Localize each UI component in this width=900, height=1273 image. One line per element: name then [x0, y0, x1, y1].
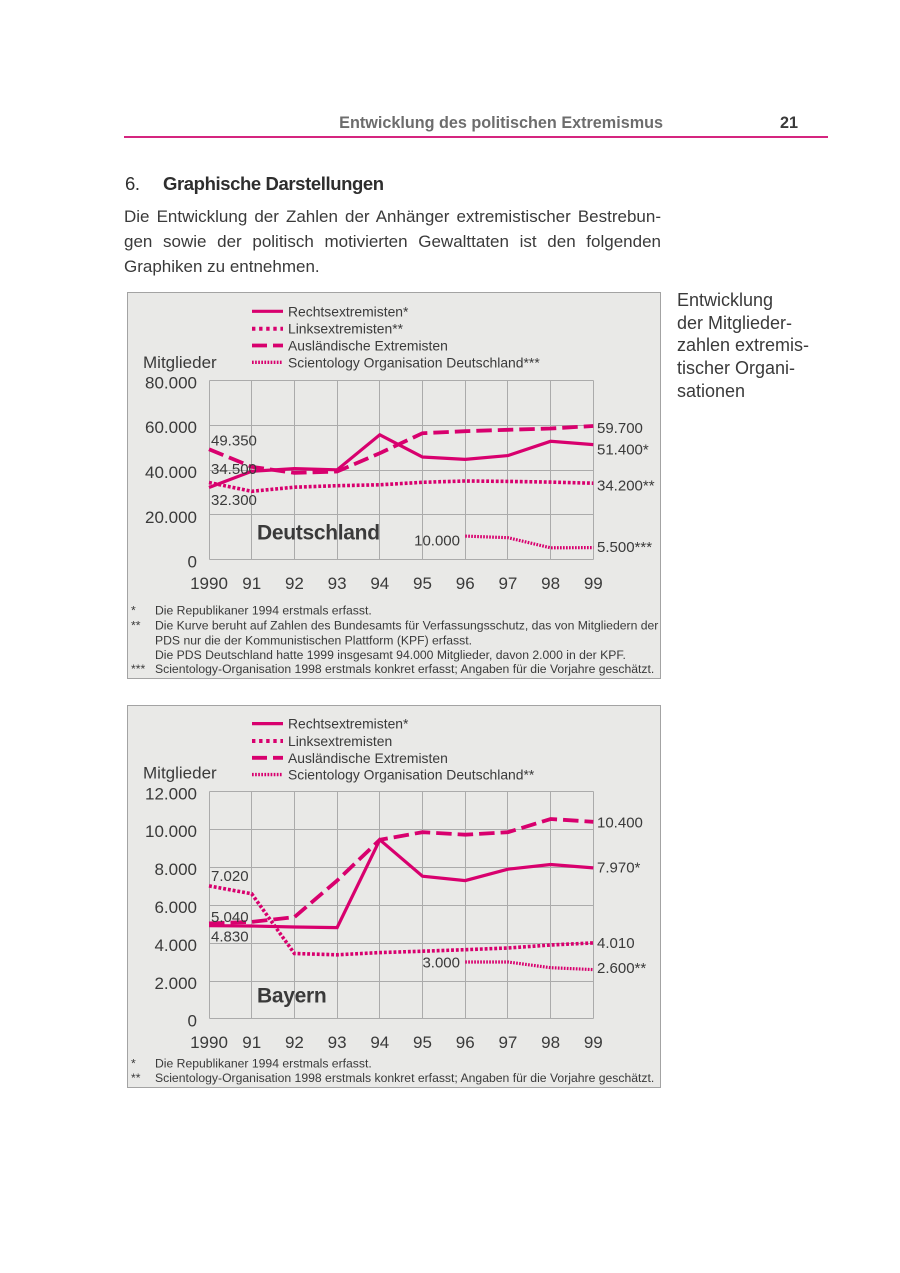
svg-text:0: 0	[188, 553, 197, 572]
svg-text:1990: 1990	[190, 1033, 228, 1052]
svg-text:92: 92	[285, 574, 304, 593]
svg-text:***: ***	[131, 662, 145, 676]
svg-text:95: 95	[413, 574, 432, 593]
svg-text:1990: 1990	[190, 574, 228, 593]
svg-text:2.600**: 2.600**	[597, 960, 646, 977]
svg-text:**: **	[131, 618, 141, 632]
svg-text:Die PDS Deutschland hatte 1999: Die PDS Deutschland hatte 1999 insgesamt…	[155, 648, 626, 662]
svg-text:Mitglieder: Mitglieder	[143, 763, 217, 782]
svg-text:4.000: 4.000	[154, 936, 197, 955]
svg-text:*: *	[131, 604, 136, 618]
svg-text:96: 96	[456, 1033, 475, 1052]
svg-text:3.000: 3.000	[422, 954, 460, 971]
svg-text:40.000: 40.000	[145, 463, 197, 482]
svg-text:20.000: 20.000	[145, 508, 197, 527]
svg-text:95: 95	[413, 1033, 432, 1052]
svg-text:92: 92	[285, 1033, 304, 1052]
svg-text:93: 93	[328, 574, 347, 593]
svg-text:4.830: 4.830	[211, 929, 249, 946]
svg-text:98: 98	[541, 574, 560, 593]
svg-text:8.000: 8.000	[154, 860, 197, 879]
svg-text:10.000: 10.000	[145, 822, 197, 841]
svg-text:Bayern: Bayern	[257, 985, 326, 1008]
svg-text:2.000: 2.000	[154, 974, 197, 993]
svg-text:Die Republikaner 1994 erstmals: Die Republikaner 1994 erstmals erfasst.	[155, 1057, 372, 1071]
svg-text:34.500: 34.500	[211, 461, 257, 478]
svg-text:Scientology-Organisation 1998: Scientology-Organisation 1998 erstmals k…	[155, 662, 654, 676]
svg-text:Rechtsextremisten*: Rechtsextremisten*	[288, 303, 409, 319]
svg-text:Linksextremisten**: Linksextremisten**	[288, 321, 404, 337]
svg-text:*: *	[131, 1057, 136, 1071]
svg-text:91: 91	[242, 1033, 261, 1052]
svg-text:99: 99	[584, 574, 603, 593]
svg-text:51.400*: 51.400*	[597, 442, 649, 459]
svg-text:Die Kurve beruht auf Zahlen de: Die Kurve beruht auf Zahlen des Bundesam…	[155, 618, 658, 632]
svg-text:93: 93	[328, 1033, 347, 1052]
svg-text:Ausländische Extremisten: Ausländische Extremisten	[288, 338, 448, 354]
svg-text:Linksextremisten: Linksextremisten	[288, 733, 392, 749]
svg-text:Mitglieder: Mitglieder	[143, 353, 217, 372]
svg-text:98: 98	[541, 1033, 560, 1052]
svg-text:10.000: 10.000	[414, 533, 460, 550]
svg-text:80.000: 80.000	[145, 373, 197, 392]
svg-text:94: 94	[370, 1033, 389, 1052]
svg-text:60.000: 60.000	[145, 418, 197, 437]
svg-text:32.300: 32.300	[211, 492, 257, 509]
svg-text:Rechtsextremisten*: Rechtsextremisten*	[288, 716, 409, 732]
svg-text:91: 91	[242, 574, 261, 593]
svg-text:6.000: 6.000	[154, 898, 197, 917]
svg-text:**: **	[131, 1071, 141, 1085]
svg-text:4.010: 4.010	[597, 935, 635, 952]
svg-text:99: 99	[584, 1033, 603, 1052]
svg-text:Deutschland: Deutschland	[257, 522, 380, 545]
svg-text:Scientology Organisation Deuts: Scientology Organisation Deutschland**	[288, 767, 535, 783]
svg-text:5.040: 5.040	[211, 909, 249, 926]
svg-text:7.020: 7.020	[211, 868, 249, 885]
svg-text:Ausländische Extremisten: Ausländische Extremisten	[288, 750, 448, 766]
svg-text:49.350: 49.350	[211, 433, 257, 450]
svg-text:5.500***: 5.500***	[597, 539, 652, 556]
svg-text:97: 97	[498, 1033, 517, 1052]
svg-text:12.000: 12.000	[145, 784, 197, 803]
svg-text:96: 96	[456, 574, 475, 593]
svg-text:Scientology Organisation Deuts: Scientology Organisation Deutschland***	[288, 354, 540, 370]
svg-text:7.970*: 7.970*	[597, 860, 641, 877]
svg-text:94: 94	[370, 574, 389, 593]
svg-text:59.700: 59.700	[597, 420, 643, 437]
svg-text:PDS nur die der Kommunistische: PDS nur die der Kommunistischen Plattfor…	[155, 634, 472, 648]
svg-text:97: 97	[498, 574, 517, 593]
svg-text:34.200**: 34.200**	[597, 477, 655, 494]
svg-text:Die Republikaner 1994 erstmals: Die Republikaner 1994 erstmals erfasst.	[155, 604, 372, 618]
svg-text:Scientology-Organisation 1998: Scientology-Organisation 1998 erstmals k…	[155, 1071, 654, 1085]
svg-text:10.400: 10.400	[597, 814, 643, 831]
svg-text:0: 0	[188, 1012, 197, 1031]
